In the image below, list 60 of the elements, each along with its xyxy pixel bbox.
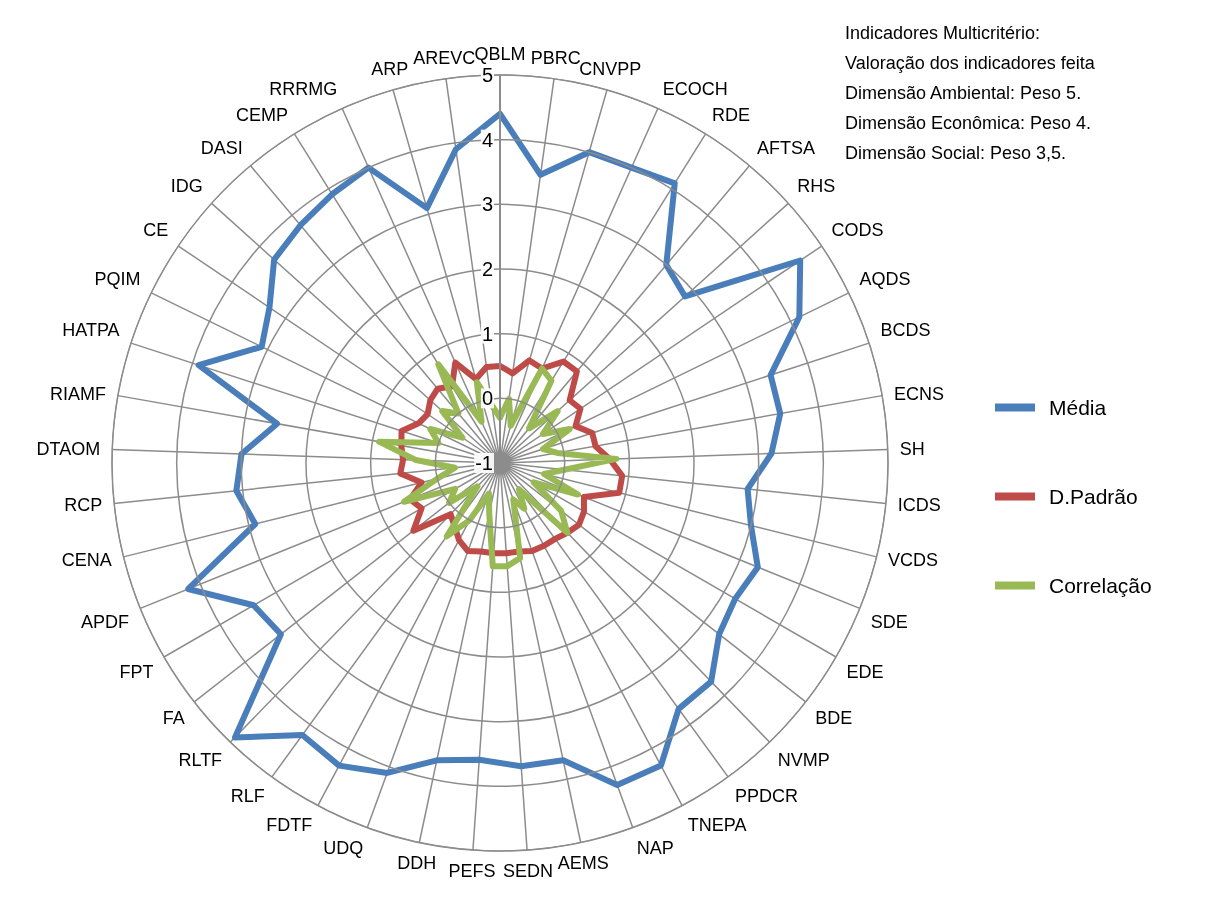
spoke-label: ECOCH bbox=[662, 78, 728, 99]
spoke-label: CEMP bbox=[236, 104, 289, 125]
spoke-label: FDTF bbox=[266, 815, 313, 836]
legend-label: D.Padrão bbox=[1049, 485, 1138, 508]
spoke-label: NAP bbox=[636, 837, 674, 858]
spoke-label: CNVPP bbox=[579, 59, 642, 80]
text: Dimensão Social: Peso 3,5. bbox=[845, 143, 1067, 163]
spoke-label: RCP bbox=[64, 494, 103, 515]
spoke-label: QBLM bbox=[474, 44, 526, 64]
spoke-label: HATPA bbox=[62, 320, 120, 341]
spoke-label: EDE bbox=[846, 662, 884, 682]
spoke-label: RRRMG bbox=[269, 78, 338, 99]
spoke-label: BCDS bbox=[880, 320, 931, 341]
y-tick-label: 0 bbox=[481, 387, 493, 410]
spoke-label: CE bbox=[143, 220, 169, 241]
y-tick-label: 1 bbox=[481, 322, 493, 345]
spoke-label: ARP bbox=[371, 59, 409, 80]
spoke-label: PQIM bbox=[94, 268, 141, 289]
spoke-label: RLF bbox=[230, 785, 265, 806]
spoke-label: SH bbox=[899, 439, 925, 460]
spoke-label: TNEPA bbox=[687, 815, 747, 836]
spoke-label: RLTF bbox=[178, 749, 223, 770]
spoke-label: ECNS bbox=[893, 383, 944, 404]
spoke-label: DASI bbox=[200, 137, 243, 158]
y-tick-label: 2 bbox=[481, 258, 493, 280]
y-tick-label: 4 bbox=[481, 128, 493, 151]
spoke-label: AQDS bbox=[859, 268, 911, 289]
spoke-label: DTAOM bbox=[36, 439, 101, 460]
spoke-label: AREVC bbox=[413, 47, 476, 68]
spoke-label: AEMS bbox=[557, 853, 609, 874]
spoke-label: PPDCR bbox=[735, 785, 799, 806]
spoke-label: CODS bbox=[831, 220, 884, 241]
spoke-label: SDE bbox=[870, 611, 908, 632]
spoke-label: ICDS bbox=[897, 494, 941, 515]
legend-label: Média bbox=[1049, 396, 1107, 419]
y-tick-label: 3 bbox=[481, 193, 493, 216]
legend-label: Correlação bbox=[1049, 574, 1152, 597]
spoke-label: FPT bbox=[119, 662, 154, 682]
text: Valoração dos indicadores feita bbox=[845, 53, 1096, 73]
spoke-label: NVMP bbox=[777, 749, 830, 770]
spoke-label: RHS bbox=[797, 176, 836, 197]
text: Dimensão Ambiental: Peso 5. bbox=[845, 83, 1082, 103]
spoke-label: SEDN bbox=[502, 861, 553, 882]
spoke-label: AFTSA bbox=[757, 137, 816, 158]
y-tick-label: 5 bbox=[481, 64, 493, 86]
text: Dimensão Econômica: Peso 4. bbox=[845, 113, 1092, 133]
spoke-label: VCDS bbox=[888, 549, 939, 570]
spoke-label: DDH bbox=[397, 853, 437, 874]
spoke-label: PEFS bbox=[448, 861, 496, 882]
spoke-label: IDG bbox=[170, 176, 203, 197]
spoke-label: RDE bbox=[711, 104, 750, 125]
spoke-label: CENA bbox=[61, 549, 112, 570]
spoke-label: RIAMF bbox=[50, 383, 107, 404]
spoke-label: UDQ bbox=[323, 837, 364, 858]
spoke-label: BDE bbox=[815, 708, 853, 729]
spoke-label: APDF bbox=[81, 611, 130, 632]
text: Indicadores Multicritério: bbox=[845, 23, 1041, 43]
spoke-label: FA bbox=[162, 708, 185, 729]
spoke-label: PBRC bbox=[530, 47, 581, 68]
y-tick-label: -1 bbox=[475, 452, 493, 474]
